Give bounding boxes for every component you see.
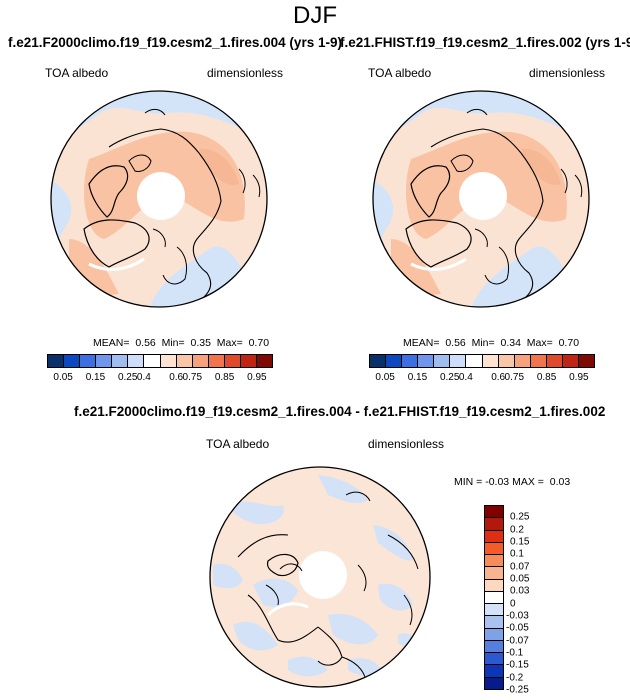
right-colorbar-tick-label: 0.4	[458, 372, 473, 383]
season-title: DJF	[293, 2, 337, 29]
left-colorbar-swatch	[48, 355, 65, 367]
right-colorbar-swatch	[402, 355, 419, 367]
right-colorbar-swatch	[530, 355, 547, 367]
left-colorbar-tick-label: 0.6	[169, 372, 184, 383]
diff-panel-title: f.e21.F2000climo.f19_f19.cesm2_1.fires.0…	[74, 404, 606, 419]
left-colorbar	[47, 354, 273, 368]
left-colorbar-tick-label: 0.75	[182, 372, 203, 383]
diff-colorbar-tick-label: -0.03	[506, 610, 529, 622]
right-colorbar-swatch	[546, 355, 563, 367]
right-colorbar-swatch	[386, 355, 403, 367]
right-variable-label: TOA albedo	[368, 66, 432, 80]
diff-colorbar-tick-label: -0.15	[506, 659, 529, 671]
diff-colorbar-swatch	[485, 640, 503, 654]
diff-stats: MIN = -0.03 MAX = 0.03	[454, 476, 571, 488]
right-colorbar-tick-label: 0.6	[491, 372, 506, 383]
left-panel-title: f.e21.F2000climo.f19_f19.cesm2_1.fires.0…	[8, 35, 342, 50]
diff-colorbar-swatch	[485, 555, 503, 568]
diff-colorbar-tick-label: 0.1	[510, 548, 524, 560]
left-colorbar-swatch	[224, 355, 241, 367]
left-colorbar-swatch	[192, 355, 209, 367]
right-colorbar-swatch	[514, 355, 531, 367]
right-polar-map	[372, 90, 590, 308]
diff-variable-label: TOA albedo	[206, 437, 270, 451]
diff-colorbar-tick-label: 0.03	[510, 585, 530, 597]
left-colorbar-swatch	[80, 355, 97, 367]
diff-colorbar	[484, 505, 504, 690]
diff-colorbar-swatch	[485, 518, 503, 531]
diff-colorbar-tick-label: 0.07	[510, 561, 530, 573]
right-colorbar-swatch	[418, 355, 435, 367]
left-stats: MEAN= 0.56 Min= 0.35 Max= 0.70	[93, 337, 270, 349]
left-colorbar-tick-label: 0.15	[85, 372, 106, 383]
diff-colorbar-tick-label: 0.2	[510, 524, 524, 536]
diff-colorbar-swatch	[485, 542, 503, 556]
right-colorbar-labels: 0.05 0.15 0.25 0.4 0.6 0.75 0.85 0.95	[369, 372, 595, 386]
diff-colorbar-tick-label: 0.25	[510, 511, 530, 523]
diff-colorbar-tick-label: -0.2	[506, 672, 524, 684]
left-polar-map	[50, 90, 268, 308]
right-colorbar-tick-label: 0.05	[375, 372, 395, 383]
right-colorbar-tick-label: 0.95	[569, 372, 589, 383]
left-colorbar-swatch	[208, 355, 225, 367]
right-colorbar-swatch	[498, 355, 515, 367]
diff-colorbar-tick-label: -0.25	[506, 684, 529, 696]
right-colorbar-tick-label: 0.75	[504, 372, 525, 383]
diff-colorbar-tick-label: -0.07	[506, 635, 529, 647]
diff-colorbar-tick-label: -0.1	[506, 647, 524, 659]
right-colorbar-tick-label: 0.15	[407, 372, 428, 383]
left-colorbar-tick-label: 0.05	[53, 372, 73, 383]
right-colorbar-swatch	[450, 355, 467, 367]
left-colorbar-tick-label: 0.95	[247, 372, 267, 383]
diff-colorbar-swatch	[485, 506, 503, 519]
left-colorbar-swatch	[96, 355, 113, 367]
diff-colorbar-swatch	[485, 665, 503, 678]
left-colorbar-swatch	[128, 355, 145, 367]
right-colorbar	[369, 354, 595, 368]
right-colorbar-tick-label: 0.25	[439, 372, 460, 383]
left-colorbar-swatch	[176, 355, 193, 367]
diff-colorbar-tick-label: -0.05	[506, 622, 529, 634]
diff-colorbar-swatch	[485, 616, 503, 629]
left-colorbar-swatch	[160, 355, 177, 367]
left-units-label: dimensionless	[207, 66, 284, 80]
diff-colorbar-swatch	[485, 628, 503, 641]
left-colorbar-swatch	[112, 355, 129, 367]
right-stats: MEAN= 0.56 Min= 0.34 Max= 0.70	[403, 337, 580, 349]
left-colorbar-swatch	[257, 355, 273, 367]
diff-colorbar-swatch	[485, 604, 503, 617]
diff-colorbar-tick-label: 0.15	[510, 536, 530, 548]
diff-colorbar-swatch	[485, 530, 503, 543]
diff-colorbar-tick-label: 0.05	[510, 573, 530, 585]
right-colorbar-swatch	[579, 355, 595, 367]
left-colorbar-swatch	[240, 355, 258, 367]
diff-units-label: dimensionless	[368, 437, 445, 451]
diff-colorbar-swatch	[485, 567, 503, 580]
diff-colorbar-swatch	[485, 591, 503, 605]
diff-colorbar-swatch	[485, 677, 503, 689]
diff-colorbar-swatch	[485, 579, 503, 592]
right-colorbar-tick-label: 0.85	[536, 372, 557, 383]
left-colorbar-swatch	[64, 355, 81, 367]
diff-colorbar-tick-label: 0	[510, 598, 516, 610]
left-variable-label: TOA albedo	[45, 66, 109, 80]
left-colorbar-labels: 0.05 0.15 0.25 0.4 0.6 0.75 0.85 0.95	[47, 372, 273, 386]
right-panel-title: f.e21.FHIST.f19_f19.cesm2_1.fires.002 (y…	[340, 35, 630, 50]
right-units-label: dimensionless	[529, 66, 606, 80]
left-colorbar-tick-label: 0.25	[117, 372, 138, 383]
left-colorbar-tick-label: 0.85	[214, 372, 235, 383]
left-colorbar-tick-label: 0.4	[136, 372, 151, 383]
diff-polar-map	[209, 466, 431, 688]
diff-colorbar-swatch	[485, 653, 503, 666]
right-colorbar-swatch	[434, 355, 451, 367]
left-colorbar-swatch	[144, 355, 161, 367]
right-colorbar-swatch	[482, 355, 499, 367]
right-colorbar-swatch	[370, 355, 387, 367]
right-colorbar-swatch	[466, 355, 483, 367]
right-colorbar-swatch	[562, 355, 580, 367]
diff-colorbar-labels: 0.25 0.2 0.15 0.1 0.07 0.05 0.03 0 -0.03 -0.05 -0.…	[506, 505, 550, 696]
